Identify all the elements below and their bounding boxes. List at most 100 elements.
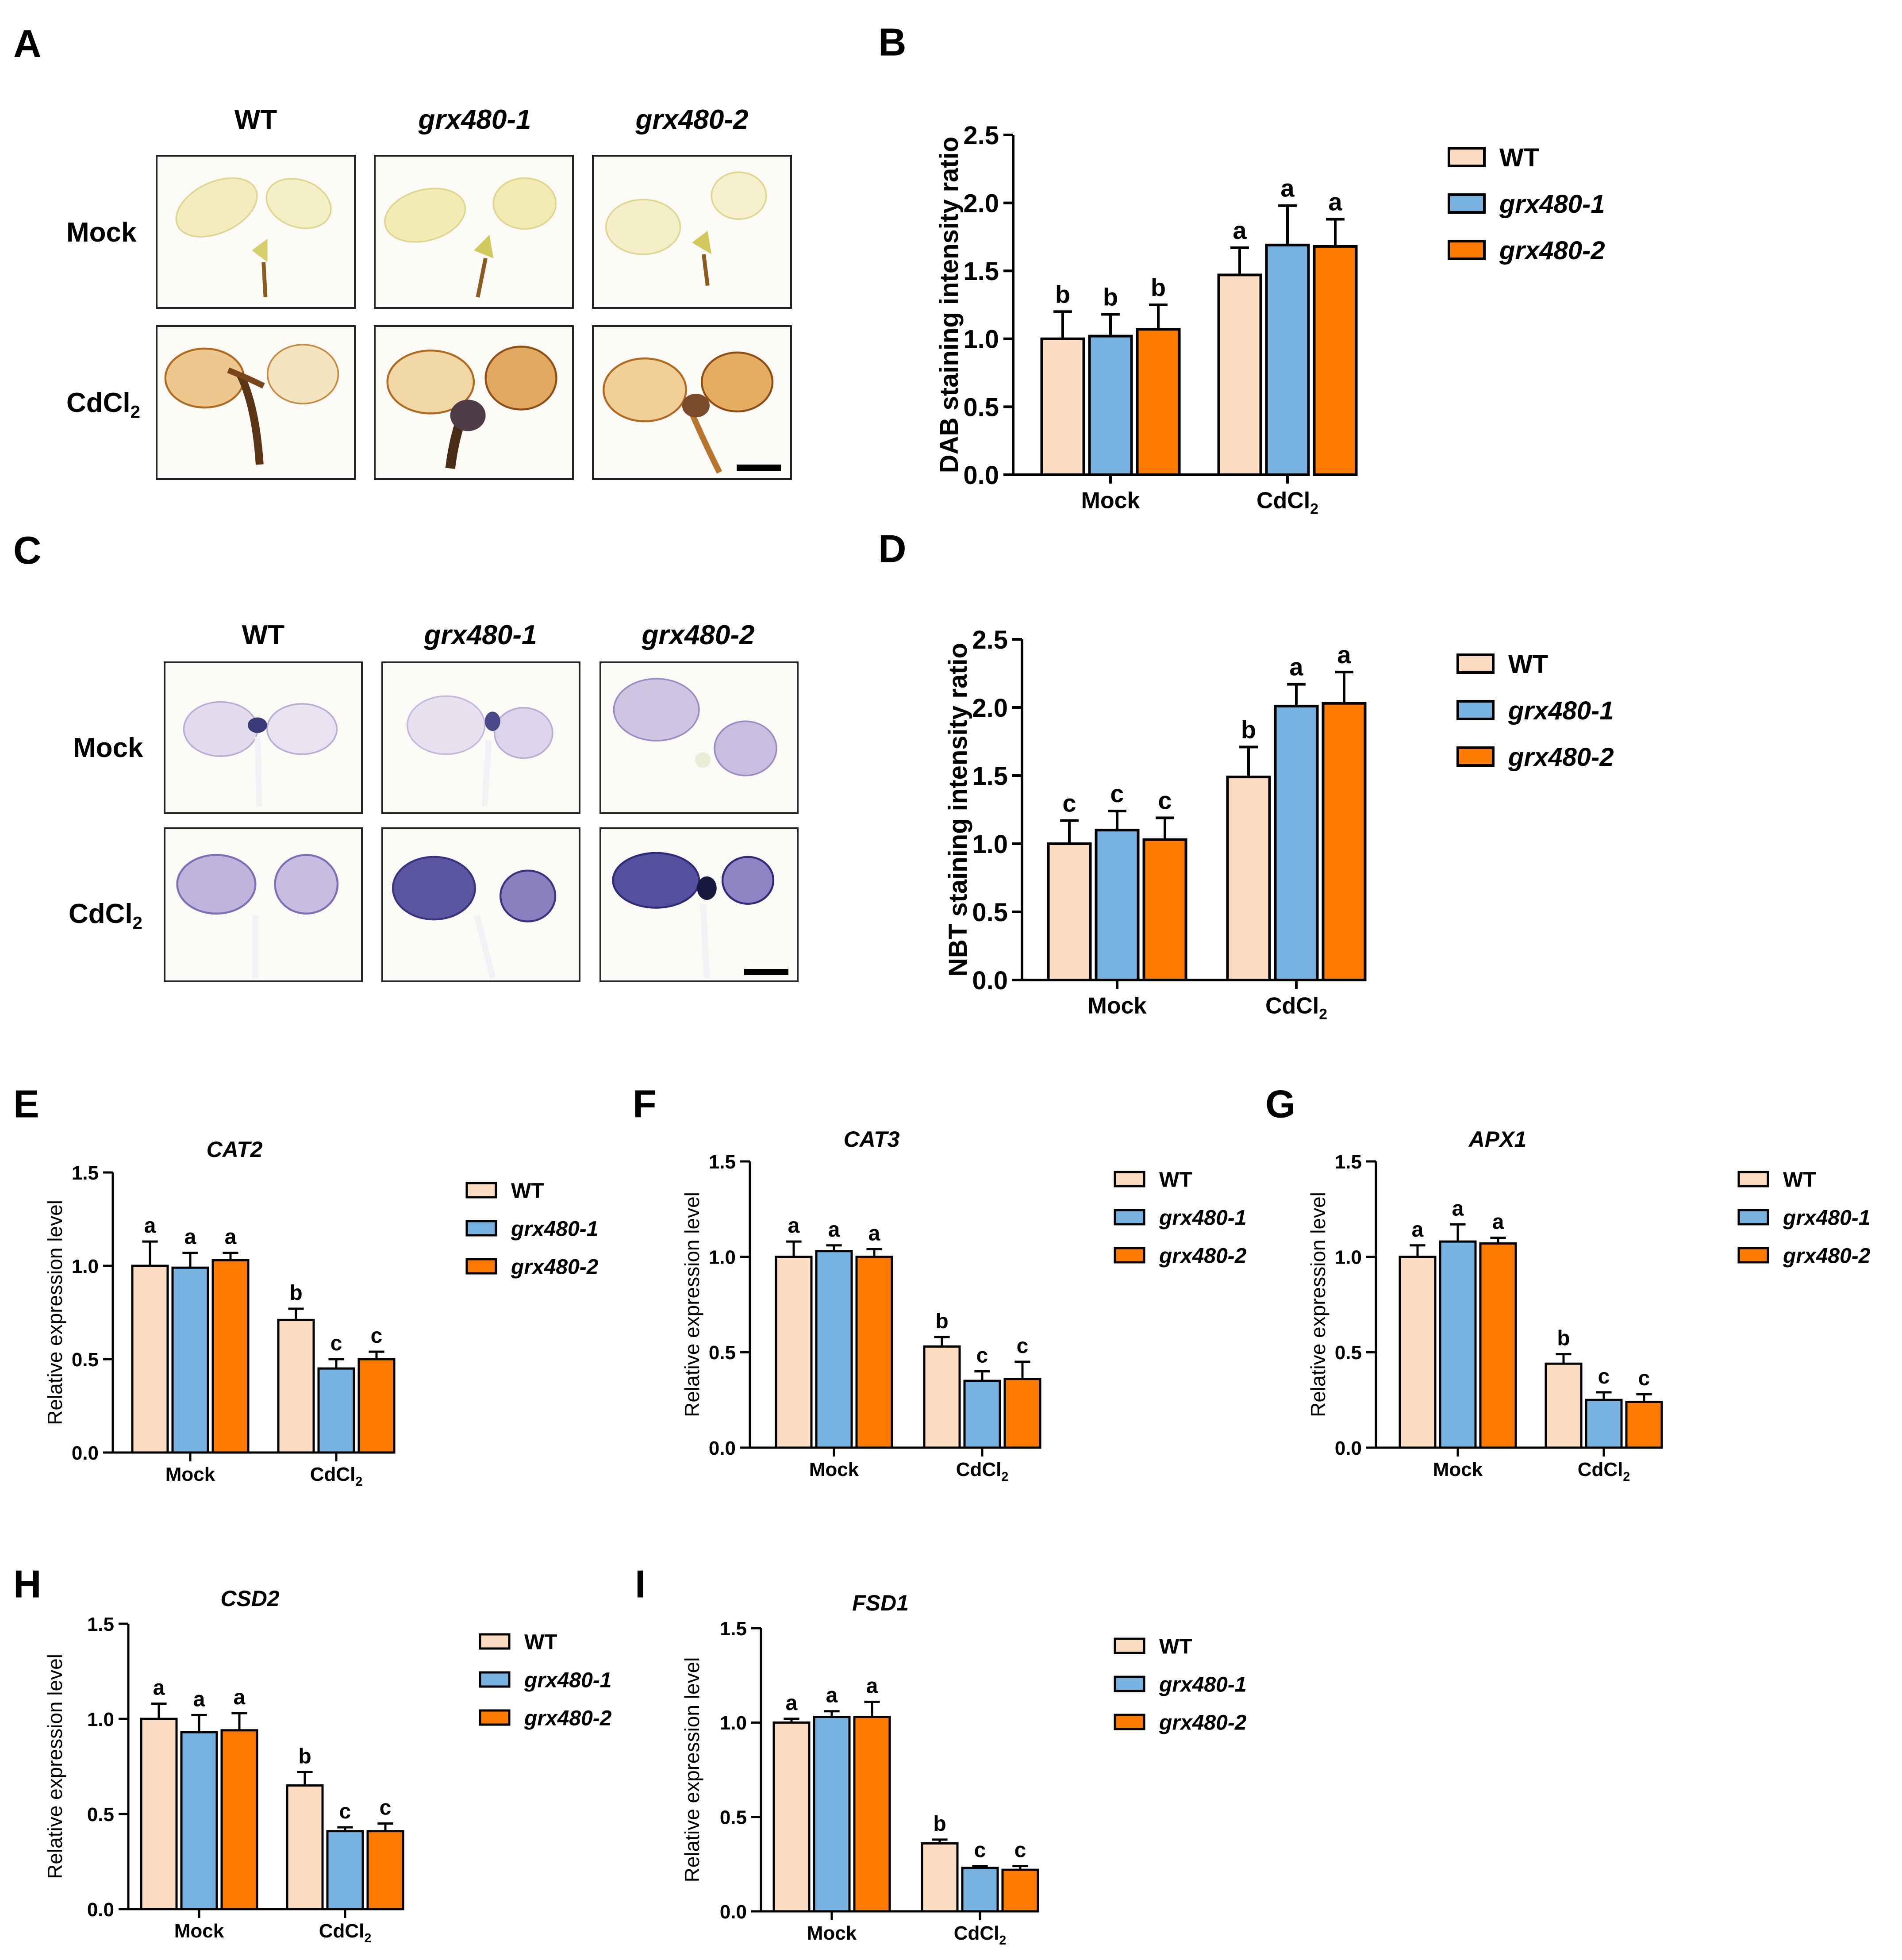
dab-cdcl2-wt-image [156,325,356,480]
y-tick-label: 1.0 [1335,1247,1362,1268]
significance-letter: a [786,1691,798,1715]
panel-label-f: F [633,1082,657,1126]
significance-letter: a [788,1214,800,1237]
significance-letter: c [1158,786,1172,814]
legend-swatch [1114,1676,1145,1692]
y-tick-label: 1.0 [87,1709,114,1730]
legend-swatch [1448,193,1486,214]
significance-letter: c [1638,1367,1650,1390]
y-tick-label: 1.5 [709,1151,736,1173]
x-tick-label: CdCl2 [310,1464,363,1489]
bar [180,1731,218,1910]
significance-letter: c [1014,1839,1026,1862]
significance-letter: a [826,1684,838,1707]
dab-cdcl2-grx480-1-image [374,325,574,480]
bar [1274,704,1319,982]
bar [921,1842,959,1913]
panel-c-col-grx480-1: grx480-1 [424,620,537,650]
panel-label-g: G [1265,1082,1295,1126]
panel-c-scale-bar [744,969,788,975]
panel-a-row-mock: Mock [66,217,137,248]
legend-label: grx480-2 [1159,1244,1247,1268]
chart-title: APX1 [1468,1127,1527,1152]
y-tick-label: 0.5 [972,898,1008,927]
significance-letter: b [935,1310,948,1333]
bar [326,1830,364,1910]
bar [1265,243,1310,476]
significance-letter: a [1328,188,1342,215]
y-axis-label: NBT staining intensity ratio [944,643,972,976]
panel-c-row-cdcl2: CdCl2 [69,899,142,933]
y-tick-label: 2.5 [972,626,1008,654]
significance-letter: c [330,1332,342,1355]
bar [1088,334,1133,476]
y-tick-label: 1.0 [963,325,999,354]
bar [963,1380,1001,1449]
legend-swatch [465,1258,497,1275]
legend-label: grx480-2 [1499,236,1605,265]
y-tick-label: 0.0 [720,1901,747,1923]
bar [961,1867,999,1913]
y-tick-label: 0.5 [87,1804,114,1825]
significance-letter: a [1233,216,1247,244]
legend-swatch [1737,1171,1769,1188]
x-tick-label: CdCl2 [1578,1459,1630,1484]
legend-swatch [479,1633,511,1650]
y-tick-label: 2.5 [963,121,999,150]
y-tick-label: 0.0 [963,461,999,490]
y-tick-label: 0.0 [1335,1437,1362,1459]
bar [1545,1362,1583,1449]
nbt-cdcl2-wt-image [164,827,363,982]
panel-label-d: D [878,527,907,570]
bar [813,1716,851,1913]
legend-label: grx480-1 [1783,1206,1870,1230]
chart-i: I FSD1 0.0 0.5 1.0 1.5 Relative expression lev… [635,1562,1247,1947]
significance-letter: b [1103,283,1118,311]
x-tick-label: CdCl2 [954,1922,1007,1948]
panel-label-c: C [13,528,42,572]
y-tick-label: 0.0 [972,966,1008,995]
panel-a-col-grx480-2: grx480-2 [635,104,749,135]
y-axis-label: Relative expression level [680,1192,703,1417]
panel-label-h: H [13,1562,42,1606]
bar [131,1264,169,1454]
significance-letter: c [1062,789,1076,817]
bar [775,1256,813,1449]
bar [317,1367,355,1454]
panel-label-a: A [13,22,42,65]
bar [1001,1868,1039,1913]
y-tick-label: 1.0 [72,1256,99,1277]
bar [1217,273,1262,477]
y-axis-label: Relative expression level [680,1657,703,1883]
y-axis-label: Relative expression level [1306,1192,1329,1417]
dab-mock-grx480-2-image [592,155,792,309]
y-axis-label: DAB staining intensity ratio [935,137,964,473]
significance-letter: c [1598,1365,1610,1388]
x-tick-label: CdCl2 [956,1459,1009,1484]
legend-swatch [1456,653,1495,674]
x-tick-label: CdCl2 [319,1920,372,1945]
y-tick-label: 2.0 [963,189,999,218]
x-tick-label: Mock [809,1459,859,1480]
legend-label: grx480-1 [511,1217,598,1241]
significance-letter: a [1280,174,1295,202]
significance-letter: a [153,1676,165,1700]
y-tick-label: 1.5 [963,257,999,286]
chart-title: CAT3 [844,1127,900,1152]
significance-letter: c [1017,1334,1029,1358]
chart-title: CSD2 [220,1586,280,1611]
significance-letter: c [339,1800,351,1823]
nbt-cdcl2-grx480-1-image [381,827,580,982]
bar [1095,829,1140,981]
legend-label: grx480-1 [1508,696,1614,725]
dab-mock-wt-image [156,155,356,309]
dab-mock-grx480-1-image [374,155,574,309]
y-axis-label: Relative expression level [43,1200,66,1425]
legend-label: WT [1508,650,1548,679]
bar [1322,702,1367,981]
y-tick-label: 1.0 [720,1712,747,1734]
legend-label: grx480-1 [1159,1673,1246,1696]
significance-letter: a [866,1674,878,1698]
y-tick-label: 1.0 [709,1247,736,1268]
